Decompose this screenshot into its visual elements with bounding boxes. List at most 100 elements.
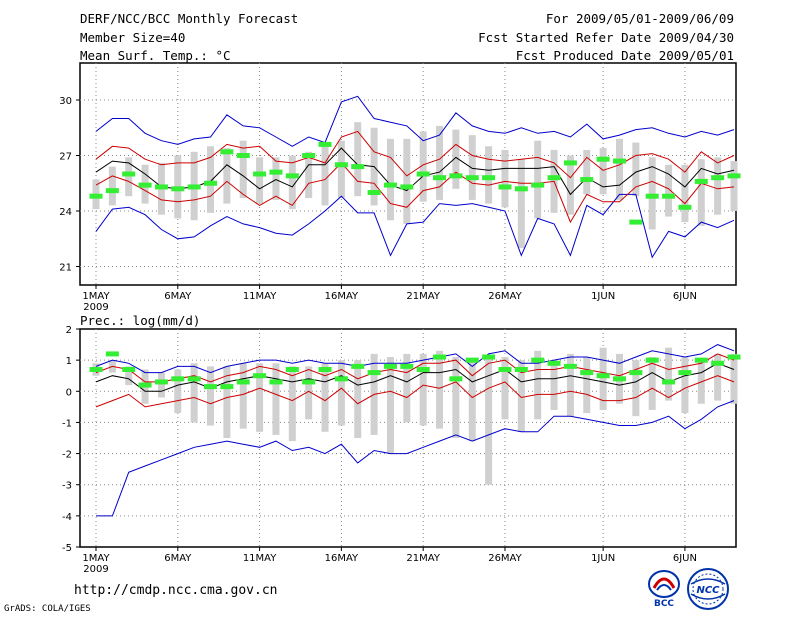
- prec-spread-box: [714, 353, 722, 401]
- temp-spread-box: [730, 161, 738, 211]
- prec-observed-marker: [678, 370, 692, 376]
- temp-observed-marker: [629, 219, 643, 225]
- temp-observed-marker: [138, 182, 152, 188]
- prec-spread-box: [190, 363, 198, 423]
- prec-observed-marker: [482, 354, 496, 360]
- temp-observed-marker: [187, 184, 201, 190]
- temp-observed-marker: [122, 171, 136, 177]
- temp-observed-marker: [727, 173, 741, 179]
- prec-y-tick-label: -5: [62, 543, 72, 554]
- prec-observed-marker: [416, 366, 430, 372]
- prec-observed-marker: [449, 376, 463, 382]
- temp-observed-marker: [449, 173, 463, 179]
- temp-spread-box: [436, 125, 444, 200]
- temp-observed-marker: [154, 184, 168, 190]
- temp-observed-marker: [105, 188, 119, 194]
- prec-observed-marker: [563, 363, 577, 369]
- temp-max-line: [95, 95, 735, 147]
- prec-observed-marker: [547, 360, 561, 366]
- prec-spread-box: [534, 350, 542, 420]
- temp-spread-box: [681, 164, 689, 223]
- prec-x-tick-label: 26MAY: [488, 553, 522, 564]
- temp-observed-marker: [367, 190, 381, 195]
- prec-y-tick-label: 2: [66, 325, 72, 336]
- ncc-logo: NCC: [687, 568, 729, 610]
- prec-observed-marker: [596, 373, 610, 379]
- temp-upper-spread-line: [95, 130, 735, 179]
- prec-year-label: 2009: [83, 564, 108, 575]
- temp-observed-marker: [89, 193, 103, 199]
- temp-observed-marker: [236, 153, 250, 158]
- prec-x-tick-label: 16MAY: [325, 553, 359, 564]
- temp-y-tick-label: 30: [59, 96, 72, 107]
- temp-observed-marker: [645, 193, 659, 199]
- temp-observed-marker: [596, 156, 610, 162]
- produced-date-label: Fcst Produced Date 2009/05/01: [515, 48, 734, 63]
- chart-title: DERF/NCC/BCC Monthly Forecast: [80, 11, 299, 26]
- temp-spread-box: [403, 138, 411, 224]
- temp-x-tick-label: 26MAY: [488, 291, 522, 302]
- temp-observed-marker: [334, 162, 348, 168]
- temp-observed-marker: [220, 149, 234, 155]
- temp-spread-box: [125, 157, 133, 197]
- bcc-logo-text: BCC: [654, 599, 674, 609]
- temp-spread-box: [501, 149, 509, 208]
- temp-observed-marker: [253, 171, 267, 177]
- prec-spread-box: [321, 363, 329, 432]
- prec-spread-box: [681, 357, 689, 414]
- temp-spread-box: [665, 164, 673, 217]
- prec-observed-marker: [645, 357, 659, 363]
- prec-observed-marker: [629, 370, 643, 376]
- prec-spread-box: [632, 360, 640, 417]
- temp-spread-box: [272, 157, 280, 200]
- variable-label: Mean Surf. Temp.: °C: [80, 48, 231, 63]
- prec-ensemble-mean-line: [95, 362, 735, 392]
- prec-observed-marker: [400, 363, 414, 369]
- source-url[interactable]: http://cmdp.ncc.cma.gov.cn: [74, 583, 278, 598]
- temp-spread-box: [468, 135, 476, 200]
- temp-y-tick-label: 21: [59, 263, 72, 274]
- prec-spread-box: [386, 357, 394, 454]
- prec-y-tick-label: -1: [62, 418, 72, 429]
- prec-spread-box: [566, 353, 574, 417]
- ncc-logo-text: NCC: [696, 585, 720, 596]
- temp-x-tick-label: 6JUN: [673, 291, 697, 302]
- temp-spread-box: [223, 148, 231, 204]
- prec-observed-marker: [531, 357, 545, 363]
- prec-spread-box: [665, 347, 673, 401]
- temp-observed-marker: [482, 175, 496, 181]
- temp-spread-box: [534, 140, 542, 219]
- temp-year-label: 2009: [83, 302, 108, 313]
- prec-observed-marker: [334, 376, 348, 382]
- prec-observed-marker: [465, 357, 479, 363]
- temp-x-tick-label: 11MAY: [243, 291, 277, 302]
- temp-spread-box: [615, 138, 623, 200]
- prec-observed-marker: [433, 354, 447, 360]
- temp-observed-marker: [302, 153, 316, 158]
- start-date-label: Fcst Started Refer Date 2009/04/30: [478, 30, 734, 45]
- temp-observed-marker: [285, 173, 299, 179]
- temp-observed-marker: [694, 178, 708, 184]
- temp-spread-box: [583, 149, 591, 195]
- temp-ensemble-mean-line: [95, 147, 735, 196]
- prec-observed-marker: [253, 373, 267, 379]
- temp-observed-marker: [514, 186, 528, 192]
- temp-spread-box: [305, 151, 313, 199]
- temp-observed-marker: [547, 175, 561, 181]
- prec-observed-marker: [580, 370, 594, 376]
- temp-spread-box: [386, 138, 394, 221]
- prec-x-tick-label: 11MAY: [243, 553, 277, 564]
- temp-spread-box: [288, 155, 296, 210]
- temp-observed-marker: [351, 164, 365, 170]
- temp-y-tick-label: 24: [59, 207, 72, 218]
- temp-observed-marker: [580, 177, 594, 183]
- precip-panel-title: Prec.: log(mm/d): [80, 313, 201, 328]
- prec-y-tick-label: 1: [66, 356, 72, 367]
- prec-y-tick-label: 0: [66, 387, 72, 398]
- temp-spread-box: [714, 157, 722, 215]
- grads-credit: GrADS: COLA/IGES: [4, 604, 91, 614]
- prec-observed-marker: [236, 379, 250, 385]
- prec-observed-marker: [220, 384, 234, 390]
- prec-spread-box: [648, 357, 656, 410]
